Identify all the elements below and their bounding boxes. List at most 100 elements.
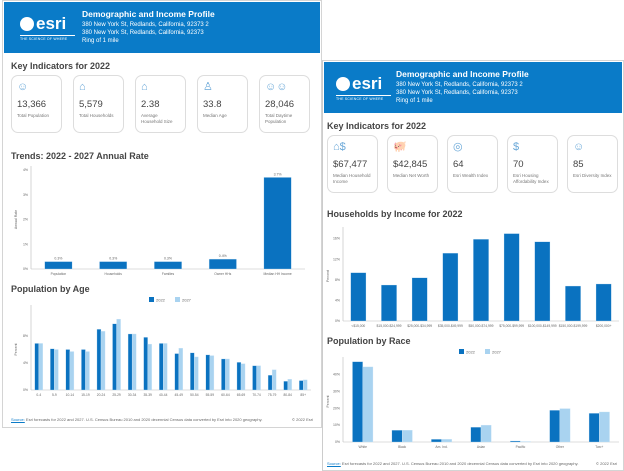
indicator-label: Total Daytime Population	[265, 113, 293, 124]
x-tick-label: $50,000-$74,999	[469, 324, 494, 328]
y-tick-label: 4%	[335, 298, 340, 302]
report-title: Demographic and Income Profile	[396, 69, 529, 79]
x-tick-label: 75-79	[268, 393, 277, 397]
x-tick-label: $100,000-$149,999	[528, 324, 557, 328]
bar-70-74-2022	[252, 365, 257, 391]
x-tick-label: Other	[556, 445, 565, 449]
bar-85+-2027	[303, 379, 308, 391]
bar-20-24-2022	[96, 329, 102, 391]
esri-logo: esri THE SCIENCE OF WHERE	[20, 14, 75, 41]
bar-$150,000-$199,999	[565, 285, 581, 322]
bar-50-54-2022	[190, 352, 195, 391]
bar-80-84-2022	[283, 381, 288, 391]
x-tick-label: 5-9	[52, 393, 57, 397]
globe-icon	[20, 17, 34, 31]
source-note: Source: Esri forecasts for 2022 and 2027…	[327, 461, 578, 466]
bar-Population	[44, 261, 73, 270]
bar-20-24-2027	[100, 331, 106, 391]
x-tick-label: 0-4	[36, 393, 41, 397]
family-house-icon: ⌂	[141, 81, 148, 93]
source-text: Esri forecasts for 2022 and 2027. U.S. C…	[341, 461, 579, 466]
bar-Pacific-2022	[510, 440, 521, 443]
y-tick-label: 0%	[23, 388, 28, 392]
x-tick-label: Population	[51, 272, 67, 276]
bar-$100,000-$149,999	[534, 241, 551, 322]
indicator-label: Total Population	[17, 113, 50, 118]
logo-tagline: THE SCIENCE OF WHERE	[336, 95, 391, 101]
right-report-panel: esri THE SCIENCE OF WHERE Demographic and…	[322, 60, 624, 471]
x-tick-label: 15-19	[81, 393, 90, 397]
bar-<$15,000	[350, 272, 367, 322]
bar-5-9-2027	[54, 349, 59, 391]
y-tick-label: 8%	[335, 278, 340, 282]
indicator-card: ☺ 13,366 Total Population	[11, 75, 62, 133]
y-tick-label: 0%	[335, 319, 340, 323]
address-line-2: 380 New York St, Redlands, California, 9…	[396, 90, 518, 96]
indicator-label: Median Net Worth	[393, 173, 430, 178]
x-tick-label: Owner HHs	[214, 272, 231, 276]
copyright: © 2022 Esri	[292, 417, 313, 422]
households-by-income-title: Households by Income for 2022	[327, 209, 463, 219]
crowd-icon: ☺☺	[265, 81, 288, 93]
x-tick-label: 45-49	[175, 393, 184, 397]
x-tick-label: $25,000-$34,999	[407, 324, 432, 328]
bar-35-39-2027	[147, 343, 152, 391]
y-tick-label: 2%	[23, 218, 28, 222]
bar-65-69-2027	[240, 363, 246, 391]
bar-Families	[154, 261, 182, 270]
x-tick-label: $35,000-$49,999	[438, 324, 463, 328]
trends-title: Trends: 2022 - 2027 Annual Rate	[11, 151, 149, 161]
bar-70-74-2027	[256, 365, 261, 391]
indicator-label: Esri Housing Affordability Index	[513, 173, 549, 184]
population-by-race-chart: 2022 2027 Percent 0% 10% 20% 30% 40% White Black A…	[326, 349, 619, 449]
indicator-card: ⌂ 2.38 Average Household Size	[135, 75, 186, 133]
y-tick-label: 0%	[23, 267, 28, 271]
report-title: Demographic and Income Profile	[82, 9, 215, 19]
x-tick-label: 80-84	[283, 393, 292, 397]
bar-75-79-2027	[271, 369, 277, 391]
x-tick-label: Am. Ind.	[435, 445, 447, 449]
piggy-bank-icon: 🐖	[393, 141, 407, 153]
indicator-value: $42,845	[393, 159, 428, 170]
indicator-label: Median Age	[203, 113, 227, 118]
address-line-1: 380 New York St, Redlands, California, 9…	[82, 22, 209, 28]
bar-0-4-2022	[34, 343, 39, 391]
house-dollar-icon: $	[513, 141, 520, 153]
globe-icon	[336, 77, 350, 91]
source-link[interactable]: Source:	[11, 417, 25, 422]
indicator-value: 13,366	[17, 99, 47, 110]
x-tick-label: 55-59	[206, 393, 215, 397]
data-label: 0.3%	[54, 257, 62, 261]
indicator-card: ⌂$ $67,477 Median Household Income	[327, 135, 378, 193]
left-report-panel: esri THE SCIENCE OF WHERE Demographic and…	[2, 0, 322, 428]
y-tick-label: 16%	[333, 237, 340, 241]
bar-Black-2027	[401, 430, 413, 443]
legend-swatch-2022	[149, 297, 154, 302]
median-age-icon: ♙	[203, 81, 213, 93]
data-label: 0.3%	[109, 257, 117, 261]
report-header: esri THE SCIENCE OF WHERE Demographic and…	[4, 2, 320, 53]
diversity-icon: ☺	[573, 141, 585, 153]
x-tick-label: Pacific	[516, 445, 526, 449]
bar-Two+-2022	[588, 413, 600, 443]
bar-30-34-2027	[131, 333, 137, 391]
bar-60-64-2022	[221, 358, 226, 391]
source-link[interactable]: Source:	[327, 461, 341, 466]
address-line-1: 380 New York St, Redlands, California, 9…	[396, 82, 523, 88]
indicator-label: Median Household Income	[333, 173, 371, 184]
y-tick-label: 30%	[333, 389, 340, 393]
indicator-value: 70	[513, 159, 524, 170]
indicator-value: 85	[573, 159, 584, 170]
bar-White-2022	[352, 361, 363, 443]
bar-$200,000+	[595, 283, 612, 322]
indicator-card: ⌂ 5,579 Total Households	[73, 75, 124, 133]
indicator-card: ☺ 85 Esri Diversity Index	[567, 135, 618, 193]
bar-40-44-2022	[159, 343, 164, 391]
x-tick-label: 40-44	[159, 393, 168, 397]
x-tick-label: $150,000-$199,999	[559, 324, 588, 328]
data-label: 0.3%	[164, 257, 172, 261]
population-by-race-title: Population by Race	[327, 336, 411, 346]
x-tick-label: 65-69	[237, 393, 246, 397]
source-text: Esri forecasts for 2022 and 2027. U.S. C…	[25, 417, 263, 422]
x-tick-label: Two+	[595, 445, 603, 449]
